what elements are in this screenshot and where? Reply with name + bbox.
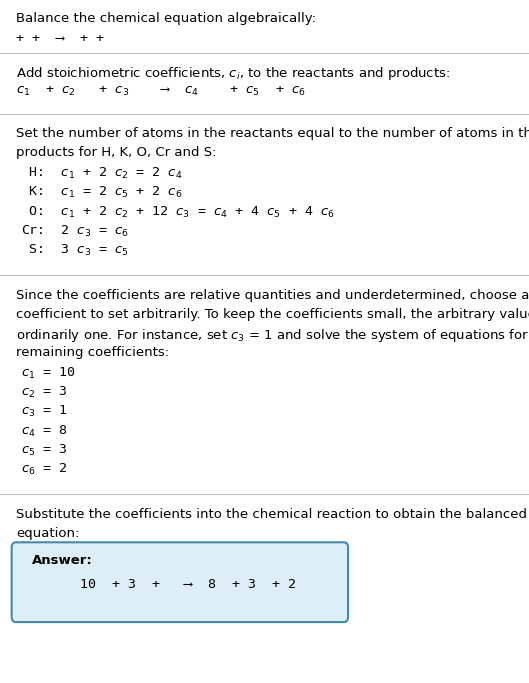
Text: $c_3$ = 1: $c_3$ = 1 [21,404,68,419]
Text: H:  $c_1$ + 2 $c_2$ = 2 $c_4$: H: $c_1$ + 2 $c_2$ = 2 $c_4$ [21,166,183,182]
Text: $c_4$ = 8: $c_4$ = 8 [21,423,68,438]
Text: $c_2$ = 3: $c_2$ = 3 [21,385,68,400]
Text: ordinarily one. For instance, set $c_3$ = 1 and solve the system of equations fo: ordinarily one. For instance, set $c_3$ … [16,327,529,344]
Text: 10  + 3  +   ⟶  8  + 3  + 2: 10 + 3 + ⟶ 8 + 3 + 2 [32,579,296,591]
Text: Since the coefficients are relative quantities and underdetermined, choose a: Since the coefficients are relative quan… [16,289,529,302]
Text: $c_1$ = 10: $c_1$ = 10 [21,366,76,381]
Text: + +  ⟶  + +: + + ⟶ + + [16,32,104,45]
FancyBboxPatch shape [12,542,348,622]
Text: Answer:: Answer: [32,555,93,568]
Text: Balance the chemical equation algebraically:: Balance the chemical equation algebraica… [16,12,316,25]
Text: $c_6$ = 2: $c_6$ = 2 [21,462,68,477]
Text: K:  $c_1$ = 2 $c_5$ + 2 $c_6$: K: $c_1$ = 2 $c_5$ + 2 $c_6$ [21,185,183,201]
Text: Add stoichiometric coefficients, $c_i$, to the reactants and products:: Add stoichiometric coefficients, $c_i$, … [16,65,450,82]
Text: Set the number of atoms in the reactants equal to the number of atoms in the: Set the number of atoms in the reactants… [16,127,529,140]
Text: S:  3 $c_3$ = $c_5$: S: 3 $c_3$ = $c_5$ [21,242,129,258]
Text: $c_5$ = 3: $c_5$ = 3 [21,443,68,458]
Text: $c_1$  + $c_2$   + $c_3$    ⟶  $c_4$    + $c_5$  + $c_6$: $c_1$ + $c_2$ + $c_3$ ⟶ $c_4$ + $c_5$ + … [16,85,305,98]
Text: remaining coefficients:: remaining coefficients: [16,346,169,359]
Text: products for H, K, O, Cr and S:: products for H, K, O, Cr and S: [16,146,216,159]
Text: Substitute the coefficients into the chemical reaction to obtain the balanced: Substitute the coefficients into the che… [16,507,527,520]
Text: Cr:  2 $c_3$ = $c_6$: Cr: 2 $c_3$ = $c_6$ [21,223,129,239]
Text: coefficient to set arbitrarily. To keep the coefficients small, the arbitrary va: coefficient to set arbitrarily. To keep … [16,308,529,321]
Text: equation:: equation: [16,527,79,540]
Text: O:  $c_1$ + 2 $c_2$ + 12 $c_3$ = $c_4$ + 4 $c_5$ + 4 $c_6$: O: $c_1$ + 2 $c_2$ + 12 $c_3$ = $c_4$ + … [21,204,335,220]
